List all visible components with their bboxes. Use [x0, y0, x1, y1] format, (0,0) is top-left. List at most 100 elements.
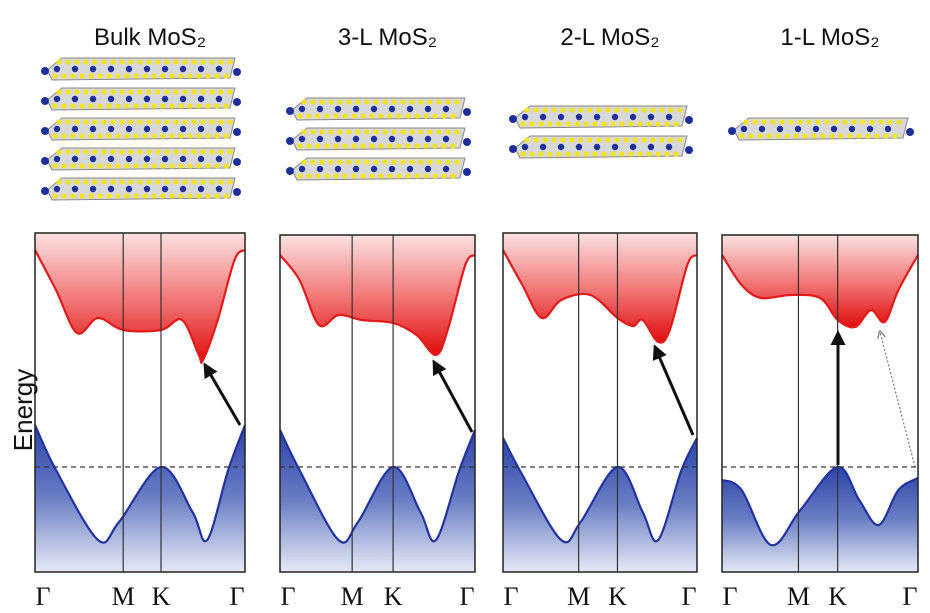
sulfur-atom: [560, 107, 565, 112]
panel: 1-L MoS₂ΓMKΓ: [722, 24, 918, 611]
sulfur-atom: [427, 129, 432, 134]
sulfur-atom: [378, 143, 383, 148]
sulfur-atom: [565, 151, 570, 156]
sulfur-atom: [124, 133, 129, 138]
mo-atom: [795, 126, 801, 132]
sulfur-atom: [405, 143, 410, 148]
mo-atom: [371, 106, 377, 112]
sulfur-atom: [364, 129, 369, 134]
sulfur-atom: [650, 107, 655, 112]
sulfur-atom: [178, 163, 183, 168]
sulfur-atom: [151, 193, 156, 198]
mo-atom: [180, 186, 186, 192]
sulfur-atom: [218, 149, 223, 154]
sulfur-atom: [614, 107, 619, 112]
mo-atom: [648, 144, 654, 150]
k-label: K: [384, 582, 403, 611]
sulfur-atom: [391, 159, 396, 164]
sulfur-atom: [187, 73, 192, 78]
k-label: Γ: [902, 582, 917, 611]
sulfur-atom: [205, 163, 210, 168]
mo-atom: [317, 136, 323, 142]
sulfur-atom: [400, 159, 405, 164]
sulfur-atom: [310, 99, 315, 104]
mo-atom: [72, 156, 78, 162]
sulfur-atom: [445, 99, 450, 104]
sulfur-atom: [65, 149, 70, 154]
sulfur-atom: [409, 129, 414, 134]
sulfur-atom: [70, 163, 75, 168]
sulfur-atom: [88, 73, 93, 78]
sulfur-atom: [187, 103, 192, 108]
sulfur-atom: [396, 173, 401, 178]
sulfur-atom: [664, 121, 669, 126]
mo-atom: [522, 114, 528, 120]
sulfur-atom: [205, 193, 210, 198]
sulfur-atom: [838, 133, 843, 138]
sulfur-atom: [802, 133, 807, 138]
k-label: Γ: [722, 582, 737, 611]
sulfur-atom: [227, 149, 232, 154]
sulfur-atom: [387, 143, 392, 148]
sulfur-atom: [418, 159, 423, 164]
crystal-layer: [286, 128, 471, 150]
sulfur-atom: [218, 119, 223, 124]
sulfur-atom: [301, 159, 306, 164]
mo-atom: [885, 126, 891, 132]
sulfur-atom: [775, 133, 780, 138]
mo-atom: [233, 128, 241, 136]
sulfur-atom: [200, 149, 205, 154]
sulfur-atom: [52, 133, 57, 138]
sulfur-atom: [400, 129, 405, 134]
sulfur-atom: [146, 59, 151, 64]
mo-atom: [108, 156, 114, 162]
mo-atom: [41, 97, 49, 105]
sulfur-atom: [74, 179, 79, 184]
sulfur-atom: [646, 151, 651, 156]
mo-atom: [54, 126, 60, 132]
mo-atom: [317, 106, 323, 112]
sulfur-atom: [333, 173, 338, 178]
sulfur-atom: [382, 99, 387, 104]
crystal-layer: [41, 58, 241, 80]
sulfur-atom: [418, 129, 423, 134]
sulfur-atom: [432, 113, 437, 118]
mo-atom: [759, 126, 765, 132]
sulfur-atom: [441, 113, 446, 118]
mo-atom: [198, 156, 204, 162]
sulfur-atom: [65, 59, 70, 64]
mo-atom: [54, 66, 60, 72]
sulfur-atom: [74, 149, 79, 154]
sulfur-atom: [369, 143, 374, 148]
sulfur-atom: [227, 89, 232, 94]
mo-atom: [90, 186, 96, 192]
sulfur-atom: [387, 113, 392, 118]
sulfur-atom: [319, 99, 324, 104]
mo-atom: [443, 166, 449, 172]
mo-atom: [540, 114, 546, 120]
crystal-layer: [41, 118, 241, 140]
sulfur-atom: [351, 173, 356, 178]
sulfur-atom: [869, 119, 874, 124]
figure: Energy Bulk MoS₂ΓMKΓ3-L MoS₂ΓMKΓ2-L MoS₂…: [0, 0, 930, 613]
sulfur-atom: [169, 103, 174, 108]
sulfur-atom: [673, 121, 678, 126]
sulfur-atom: [337, 129, 342, 134]
sulfur-atom: [97, 133, 102, 138]
sulfur-atom: [668, 137, 673, 142]
sulfur-atom: [328, 159, 333, 164]
sulfur-atom: [155, 59, 160, 64]
sulfur-atom: [306, 173, 311, 178]
crystal-layer: [41, 148, 241, 170]
sulfur-atom: [214, 73, 219, 78]
transition-arrow: [205, 365, 240, 425]
mo-atom: [90, 126, 96, 132]
sulfur-atom: [115, 163, 120, 168]
sulfur-atom: [409, 159, 414, 164]
sulfur-atom: [360, 173, 365, 178]
sulfur-atom: [214, 103, 219, 108]
sulfur-atom: [133, 193, 138, 198]
sulfur-atom: [182, 59, 187, 64]
sulfur-atom: [115, 73, 120, 78]
panel-title: 3-L MoS₂: [338, 24, 437, 51]
